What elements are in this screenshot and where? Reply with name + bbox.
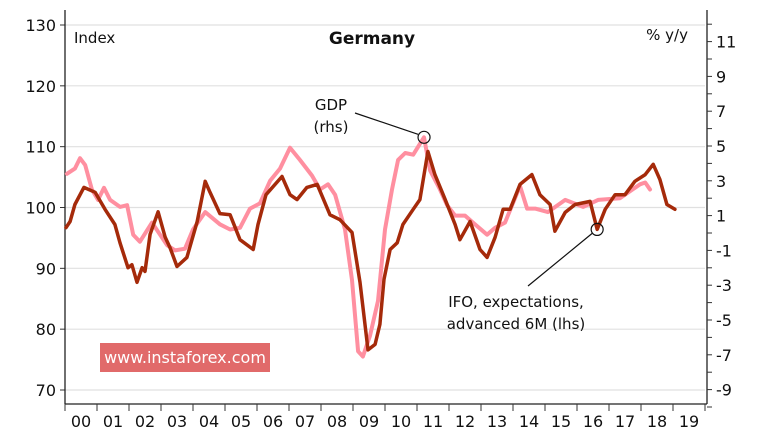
x-tick-label: 06 bbox=[263, 412, 283, 431]
right-tick-label: 11 bbox=[716, 33, 736, 52]
right-tick-label: -7 bbox=[716, 346, 732, 365]
annotation-ifo-label: IFO, expectations, bbox=[448, 293, 584, 311]
left-tick-label: 130 bbox=[25, 16, 56, 35]
x-tick-label: 16 bbox=[583, 412, 603, 431]
annotation-leader-line bbox=[527, 232, 593, 287]
series-lines bbox=[64, 135, 677, 359]
annotation-gdp-label: (rhs) bbox=[314, 118, 349, 136]
right-tick-label: 9 bbox=[716, 67, 726, 86]
annotation-circle bbox=[590, 222, 604, 236]
chart-title: Germany bbox=[329, 29, 415, 49]
left-axis-label: Index bbox=[74, 29, 115, 47]
left-tick-label: 90 bbox=[36, 259, 56, 278]
x-tick-label: 19 bbox=[679, 412, 699, 431]
left-tick-label: 70 bbox=[36, 381, 56, 400]
x-tick-label: 07 bbox=[295, 412, 315, 431]
x-tick-label: 11 bbox=[423, 412, 443, 431]
x-tick-label: 05 bbox=[231, 412, 251, 431]
x-tick-label: 15 bbox=[551, 412, 571, 431]
x-tick-label: 02 bbox=[135, 412, 155, 431]
right-axis-label: % y/y bbox=[646, 26, 688, 44]
left-tick-label: 110 bbox=[25, 138, 56, 157]
x-tick-label: 08 bbox=[327, 412, 347, 431]
right-tick-label: -9 bbox=[716, 381, 732, 400]
annotations: GDP (rhs) IFO, expectations, advanced 6M (l… bbox=[314, 96, 604, 333]
x-tick-label: 04 bbox=[199, 412, 219, 431]
left-tick-label: 100 bbox=[25, 199, 56, 218]
x-tick-label: 12 bbox=[455, 412, 475, 431]
x-tick-label: 18 bbox=[647, 412, 667, 431]
ifo-series-line bbox=[64, 149, 677, 352]
right-tick-label: 1 bbox=[716, 207, 726, 226]
x-tick-label: 17 bbox=[615, 412, 635, 431]
x-tick-label: 14 bbox=[519, 412, 539, 431]
right-tick-label: 3 bbox=[716, 172, 726, 191]
annotation-gdp-label: GDP bbox=[315, 96, 347, 114]
left-tick-label: 120 bbox=[25, 77, 56, 96]
annotation-leader-line bbox=[354, 112, 419, 135]
left-tick-label: 80 bbox=[36, 320, 56, 339]
annotation-ifo-label: advanced 6M (lhs) bbox=[447, 315, 586, 333]
x-tick-label: 00 bbox=[71, 412, 91, 431]
right-tick-label: -1 bbox=[716, 241, 732, 260]
x-tick-label: 10 bbox=[391, 412, 411, 431]
x-tick-label: 09 bbox=[359, 412, 379, 431]
watermark: www.instaforex.com bbox=[100, 343, 270, 372]
x-tick-label: 13 bbox=[487, 412, 507, 431]
x-tick-label: 03 bbox=[167, 412, 187, 431]
annotation-circle bbox=[417, 130, 431, 144]
gridlines bbox=[65, 24, 705, 391]
right-tick-label: -5 bbox=[716, 311, 732, 330]
x-tick-label: 01 bbox=[103, 412, 123, 431]
right-tick-label: 7 bbox=[716, 102, 726, 121]
right-tick-label: 5 bbox=[716, 137, 726, 156]
right-tick-label: -3 bbox=[716, 276, 732, 295]
